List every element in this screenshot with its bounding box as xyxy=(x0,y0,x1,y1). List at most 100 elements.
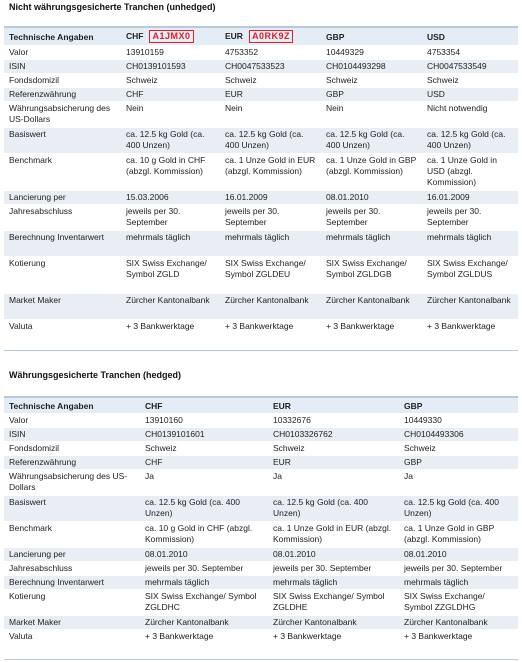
row-label: Valuta xyxy=(4,319,121,334)
cell-value: Schweiz xyxy=(321,73,422,88)
cell-value: Ja xyxy=(140,469,268,496)
cell-value: 08.01.2010 xyxy=(321,190,422,205)
cell-value: CHF xyxy=(121,87,220,102)
cell-value: Schweiz xyxy=(422,73,518,88)
cell-value: CH0139101601 xyxy=(140,427,268,442)
header-currency-gbp: GBP xyxy=(321,26,422,46)
cell-value: Schweiz xyxy=(268,441,399,456)
cell-value: Zürcher Kantonalbank xyxy=(268,615,399,630)
cell-value: 10449329 xyxy=(321,45,422,60)
cell-value: Nein xyxy=(121,101,220,128)
row-label: ISIN xyxy=(4,59,121,74)
row-label: Market Maker xyxy=(4,615,140,630)
section-title-hedged: Währungsgesicherte Tranchen (hedged) xyxy=(9,370,182,380)
cell-value: ca. 1 Unze Gold in GBP (abzgl. Kommissio… xyxy=(399,521,518,548)
cell-value: jeweils per 30. September xyxy=(399,561,518,576)
row-label: Market Maker xyxy=(4,293,121,320)
header-currency-chf: CHF A1JMX0 xyxy=(121,26,220,46)
table-row: Jahresabschluss jeweils per 30. September… xyxy=(4,561,518,576)
header-currency-usd: USD xyxy=(422,26,518,46)
table-row: Lancierung per 08.01.2010 08.01.2010 08.01.… xyxy=(4,547,518,562)
cell-value: Schweiz xyxy=(121,73,220,88)
table-row: Jahresabschluss jeweils per 30. September… xyxy=(4,204,518,231)
cell-value: 10449330 xyxy=(399,413,518,428)
wkn-badge: A1JMX0 xyxy=(149,30,194,43)
cell-value: CHF xyxy=(140,455,268,470)
row-label: Valor xyxy=(4,413,140,428)
cell-value: SIX Swiss Exchange/ Symbol ZGLDUS xyxy=(422,256,518,294)
cell-value: + 3 Bankwerktage xyxy=(399,629,518,644)
cell-value: EUR xyxy=(268,455,399,470)
cell-value: CH0104493306 xyxy=(399,427,518,442)
table-row: Valuta + 3 Bankwerktage + 3 Bankwerktage + … xyxy=(4,319,518,334)
cell-value: Zürcher Kantonalbank xyxy=(140,615,268,630)
cell-value: ca. 12.5 kg Gold (ca. 400 Unzen) xyxy=(220,127,321,154)
cell-value: CH0103326762 xyxy=(268,427,399,442)
table-row: Währungsabsicherung des US-Dollars Nein Ne… xyxy=(4,101,518,128)
cell-value: GBP xyxy=(399,455,518,470)
cell-value: ca. 12.5 kg Gold (ca. 400 Unzen) xyxy=(422,127,518,154)
header-text: Technische Angaben xyxy=(9,31,94,42)
cell-value: SIX Swiss Exchange/ Symbol ZGLD xyxy=(121,256,220,294)
cell-value: ca. 10 g Gold in CHF (abzgl. Kommission) xyxy=(140,521,268,548)
cell-value: ca. 12.5 kg Gold (ca. 400 Unzen) xyxy=(140,495,268,522)
table-row: Kotierung SIX Swiss Exchange/ Symbol ZGLD… xyxy=(4,256,518,294)
section-title-unhedged: Nicht währungsgesicherte Tranchen (unhed… xyxy=(9,2,216,12)
unhedged-table: Technische Angaben CHF A1JMX0 EUR A0RK9Z GBP U… xyxy=(4,26,518,334)
cell-value: jeweils per 30. September xyxy=(121,204,220,231)
cell-value: SIX Swiss Exchange/ Symbol ZGLDEU xyxy=(220,256,321,294)
row-label: Währungsabsicherung des US-Dollars xyxy=(4,101,121,128)
table-row: Referenzwährung CHF EUR GBP xyxy=(4,455,518,470)
cell-value: Nein xyxy=(220,101,321,128)
header-currency-gbp: GBP xyxy=(399,396,518,414)
header-text: EUR xyxy=(225,31,243,41)
cell-value: + 3 Bankwerktage xyxy=(422,319,518,334)
cell-value: SIX Swiss Exchange/ Symbol ZGLDGB xyxy=(321,256,422,294)
cell-value: 08.01.2010 xyxy=(268,547,399,562)
cell-value: Nein xyxy=(321,101,422,128)
cell-value: ca. 12.5 kg Gold (ca. 400 Unzen) xyxy=(121,127,220,154)
cell-value: 08.01.2010 xyxy=(140,547,268,562)
cell-value: CH0047533549 xyxy=(422,59,518,74)
table-row: Market Maker Zürcher Kantonalbank Zürcher … xyxy=(4,615,518,630)
header-text: GBP xyxy=(326,31,345,42)
table-row: Market Maker Zürcher Kantonalbank Zürcher … xyxy=(4,293,518,320)
table-row: Lancierung per 15.03.2006 16.01.2009 08.01.… xyxy=(4,190,518,205)
cell-value: + 3 Bankwerktage xyxy=(268,629,399,644)
cell-value: SIX Swiss Exchange/ Symbol ZGLDHC xyxy=(140,589,268,616)
row-label: Valor xyxy=(4,45,121,60)
wkn-badge: A0RK9Z xyxy=(248,30,293,43)
row-label: Basiswert xyxy=(4,495,140,522)
table-row: Kotierung SIX Swiss Exchange/ Symbol ZGLD… xyxy=(4,589,518,616)
cell-value: mehrmals täglich xyxy=(268,575,399,590)
header-text: CHF xyxy=(145,400,163,411)
table-row: Valuta + 3 Bankwerktage + 3 Bankwerktage + … xyxy=(4,629,518,644)
cell-value: mehrmals täglich xyxy=(121,230,220,257)
table-row: Benchmark ca. 10 g Gold in CHF (abzgl. Ko… xyxy=(4,521,518,548)
header-text: CHF xyxy=(126,31,144,41)
cell-value: 13910159 xyxy=(121,45,220,60)
cell-value: jeweils per 30. September xyxy=(422,204,518,231)
cell-value: jeweils per 30. September xyxy=(321,204,422,231)
table-row: Währungsabsicherung des US-Dollars Ja Ja Ja xyxy=(4,469,518,496)
cell-value: mehrmals täglich xyxy=(399,575,518,590)
cell-value: Ja xyxy=(268,469,399,496)
cell-value: EUR xyxy=(220,87,321,102)
cell-value: ca. 1 Unze Gold in EUR (abzgl. Kommissio… xyxy=(268,521,399,548)
cell-value: Zürcher Kantonalbank xyxy=(321,293,422,320)
cell-value: jeweils per 30. September xyxy=(268,561,399,576)
header-text: EUR xyxy=(273,400,291,411)
cell-value: SIX Swiss Exchange/ Symbol ZGLDHE xyxy=(268,589,399,616)
cell-value: ca. 1 Unze Gold in GBP (abzgl. Kommissio… xyxy=(321,153,422,191)
header-text: USD xyxy=(427,31,445,42)
cell-value: 10332676 xyxy=(268,413,399,428)
table-row: Benchmark ca. 10 g Gold in CHF (abzgl. Ko… xyxy=(4,153,518,191)
cell-value: Zürcher Kantonalbank xyxy=(399,615,518,630)
table-row: Referenzwährung CHF EUR GBP USD xyxy=(4,87,518,102)
header-text: Technische Angaben xyxy=(9,400,94,411)
header-label-cell: Technische Angaben xyxy=(4,396,140,414)
table-row: Fondsdomizil Schweiz Schweiz Schweiz Schweiz xyxy=(4,73,518,88)
row-label: Fondsdomizil xyxy=(4,441,140,456)
cell-value: ca. 10 g Gold in CHF (abzgl. Kommission) xyxy=(121,153,220,191)
table-row: Basiswert ca. 12.5 kg Gold (ca. 400 Unzen… xyxy=(4,495,518,522)
